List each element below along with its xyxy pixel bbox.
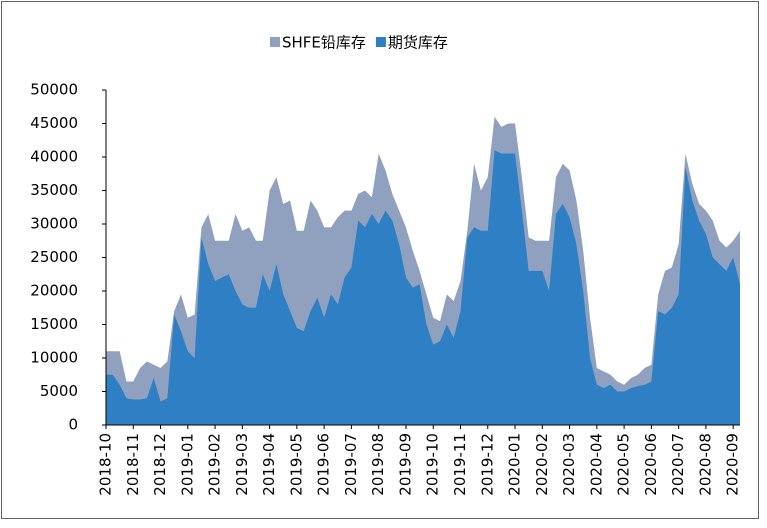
y-tick-label: 30000 [30, 215, 78, 233]
y-tick-label: 10000 [30, 349, 78, 367]
x-tick-label: 2020-04 [587, 433, 605, 496]
x-tick-label: 2019-05 [287, 433, 305, 496]
x-tick-label: 2018-12 [151, 433, 169, 496]
x-tick-label: 2020-01 [506, 433, 524, 496]
y-tick-label: 0 [68, 416, 78, 434]
x-tick-label: 2019-12 [478, 433, 496, 496]
y-tick-label: 45000 [30, 114, 78, 132]
x-tick-label: 2019-09 [396, 433, 414, 496]
x-tick-label: 2019-07 [342, 433, 360, 496]
y-tick-label: 35000 [30, 181, 78, 199]
legend-label: SHFE铅库存 [282, 34, 366, 52]
y-tick-label: 25000 [30, 248, 78, 266]
legend-swatch [375, 37, 386, 47]
legend-swatch [270, 37, 280, 47]
y-tick-label: 5000 [40, 382, 78, 400]
y-tick-label: 40000 [30, 148, 78, 166]
x-tick-label: 2018-11 [124, 433, 142, 496]
y-tick-label: 50000 [30, 81, 78, 99]
x-tick-label: 2019-02 [206, 433, 224, 496]
x-tick-label: 2020-09 [724, 433, 742, 496]
y-tick-label: 15000 [30, 315, 78, 333]
x-tick-label: 2020-05 [615, 433, 633, 496]
x-tick-label: 2020-06 [642, 433, 660, 496]
x-tick-label: 2019-04 [260, 433, 278, 496]
x-tick-label: 2020-03 [560, 433, 578, 496]
x-tick-label: 2019-06 [315, 433, 333, 496]
y-tick-label: 20000 [30, 282, 78, 300]
frame [1, 1, 759, 519]
x-tick-label: 2019-11 [451, 433, 469, 496]
legend-label: 期货库存 [388, 34, 448, 52]
x-tick-label: 2019-10 [424, 433, 442, 496]
x-tick-label: 2020-07 [669, 433, 687, 496]
x-tick-label: 2019-08 [369, 433, 387, 496]
area [106, 150, 740, 426]
x-tick-label: 2019-03 [233, 433, 251, 496]
x-tick-label: 2020-08 [696, 433, 714, 496]
x-tick-label: 2020-02 [533, 433, 551, 496]
x-tick-label: 2018-10 [97, 433, 115, 496]
x-tick-label: 2019-01 [178, 433, 196, 496]
